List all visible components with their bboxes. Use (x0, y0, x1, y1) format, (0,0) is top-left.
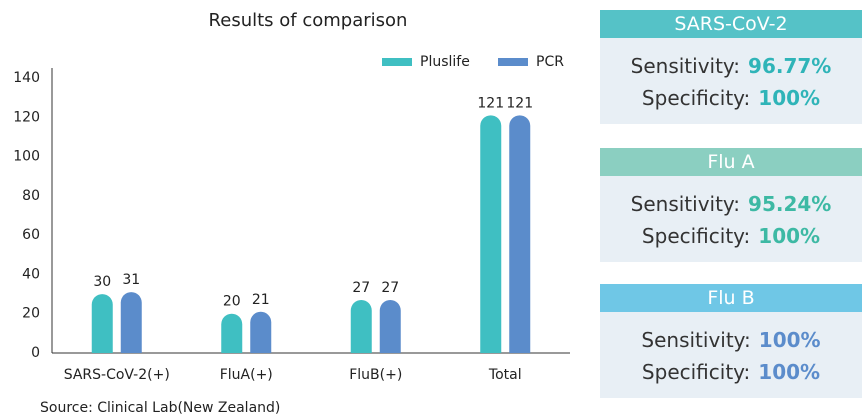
data-label: 121 (477, 95, 504, 111)
chart-title: Results of comparison (209, 10, 408, 31)
panel-title: SARS-CoV-2 (600, 10, 862, 38)
metric-label: Specificity: (641, 86, 751, 110)
metric-value: 96.77% (748, 54, 832, 78)
metric-value: 100% (758, 328, 821, 352)
metric-row: Sensitivity: 95.24% (600, 188, 862, 220)
bar (480, 115, 502, 353)
metric-label: Sensitivity: (641, 328, 751, 352)
y-tick-label: 60 (22, 227, 40, 243)
panel-body: Sensitivity: 95.24% Specificity: 100% (600, 176, 862, 262)
panel-body: Sensitivity: 100% Specificity: 100% (600, 312, 862, 398)
legend-label: Pluslife (420, 54, 470, 70)
bar (91, 294, 113, 353)
data-label: 31 (122, 272, 140, 288)
result-panel: SARS-CoV-2 Sensitivity: 96.77% Specificity:… (600, 10, 862, 124)
panel-title: Flu A (600, 148, 862, 176)
panel-body: Sensitivity: 96.77% Specificity: 100% (600, 38, 862, 124)
metric-row: Specificity: 100% (600, 220, 862, 252)
metric-value: 95.24% (748, 192, 832, 216)
bar (509, 115, 531, 353)
y-tick-label: 80 (22, 188, 40, 204)
metric-label: Specificity: (641, 224, 751, 248)
source: Source: Clinical Lab(New Zealand) (40, 400, 280, 416)
x-tick-label: SARS-CoV-2(+) (64, 367, 170, 383)
metric-label: Sensitivity: (630, 192, 741, 216)
legend-swatch (382, 58, 412, 66)
y-tick-label: 100 (13, 149, 40, 165)
metric-row: Sensitivity: 96.77% (600, 50, 862, 82)
metric-row: Specificity: 100% (600, 356, 862, 388)
bar (250, 311, 272, 353)
chart: Results of comparison Source: Clinical L… (13, 10, 570, 416)
result-panel: Flu B Sensitivity: 100% Specificity: 100% (600, 284, 862, 398)
data-label: 21 (252, 292, 270, 308)
legend-label: PCR (536, 54, 564, 70)
bar (379, 299, 401, 353)
data-label: 121 (506, 95, 533, 111)
bar (221, 313, 243, 353)
y-tick-label: 20 (22, 306, 40, 322)
metric-value: 100% (758, 224, 821, 248)
result-panel: Flu A Sensitivity: 95.24% Specificity: 100% (600, 148, 862, 262)
metric-row: Specificity: 100% (600, 82, 862, 114)
panel-title: Flu B (600, 284, 862, 312)
y-tick-label: 40 (22, 266, 40, 282)
y-tick-label: 120 (13, 109, 40, 125)
data-label: 20 (223, 294, 241, 310)
y-tick-label: 140 (13, 70, 40, 86)
metric-label: Sensitivity: (630, 54, 741, 78)
y-tick-label: 0 (31, 345, 40, 361)
x-tick-label: Total (488, 367, 522, 383)
bar (350, 299, 372, 353)
metric-value: 100% (758, 360, 821, 384)
metric-label: Specificity: (641, 360, 751, 384)
bar (120, 292, 142, 353)
data-label: 27 (381, 280, 399, 296)
x-tick-label: FluA(+) (220, 367, 273, 383)
data-label: 27 (352, 280, 370, 296)
data-label: 30 (93, 274, 111, 290)
legend-swatch (498, 58, 528, 66)
metric-value: 100% (758, 86, 821, 110)
metric-row: Sensitivity: 100% (600, 324, 862, 356)
x-tick-label: FluB(+) (349, 367, 402, 383)
